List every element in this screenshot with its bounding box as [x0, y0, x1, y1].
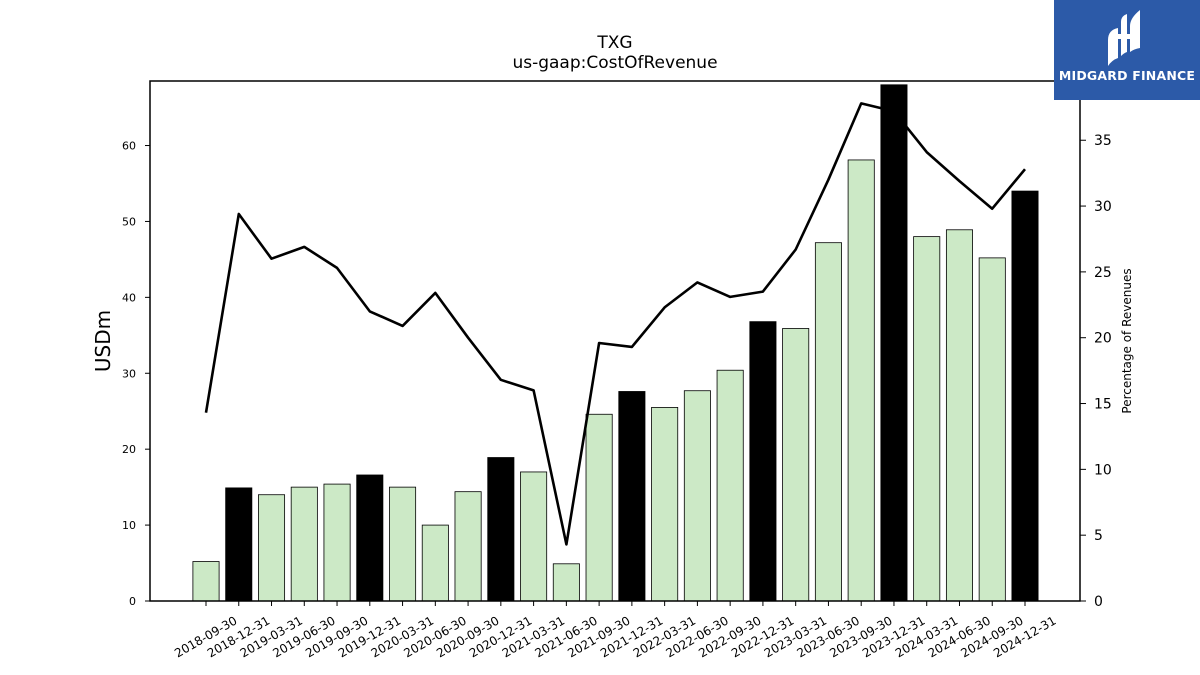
bar-2021-06-30	[552, 563, 580, 602]
bar-2022-09-30	[716, 369, 744, 602]
bar-2023-09-30	[847, 159, 875, 602]
bars-group	[192, 84, 1039, 602]
bar-2020-09-30	[454, 491, 482, 602]
y2-tick-label: 15	[1094, 397, 1112, 413]
y-tick-label: 0	[129, 595, 136, 608]
bar-2019-03-31	[258, 494, 286, 602]
bar-2021-03-31	[520, 471, 548, 602]
bar-2019-09-30	[323, 483, 351, 602]
bar-2021-12-31	[618, 391, 646, 602]
y-tick-label: 20	[122, 443, 136, 456]
y-tick-label: 50	[122, 215, 136, 228]
bar-2019-12-31	[356, 474, 384, 602]
bar-2018-12-31	[225, 487, 253, 602]
brand-logo: MIDGARD FINANCE	[1054, 0, 1200, 100]
y2-tick-label: 20	[1094, 331, 1112, 347]
y-axis-left: 0 10 20 30 40 50 60	[122, 140, 150, 608]
bar-2024-12-31	[1011, 190, 1039, 602]
bar-2024-06-30	[945, 229, 973, 602]
bar-2022-12-31	[749, 321, 777, 602]
y2-axis-label: Percentage of Revenues	[1120, 268, 1134, 413]
bar-2022-03-31	[651, 407, 679, 602]
bar-2020-06-30	[421, 524, 449, 602]
bar-2023-12-31	[880, 84, 908, 602]
x-axis: 2018-09-302018-12-312019-03-312019-06-30…	[172, 601, 1059, 660]
logo-text: MIDGARD FINANCE	[1058, 68, 1196, 83]
bar-2023-03-31	[782, 328, 810, 602]
y2-tick-label: 35	[1094, 133, 1112, 149]
bar-2020-12-31	[487, 457, 515, 602]
plot-frame	[149, 80, 1081, 602]
chart-subtitle: us-gaap:CostOfRevenue	[512, 53, 717, 73]
y2-tick-label: 10	[1094, 462, 1112, 478]
y2-tick-label: 25	[1094, 265, 1112, 281]
y-tick-label: 10	[122, 519, 136, 532]
y2-tick-label: 5	[1094, 528, 1103, 544]
logo-mark-icon	[1108, 10, 1140, 66]
y2-tick-label: 0	[1094, 594, 1103, 610]
bar-2024-03-31	[913, 236, 941, 602]
bar-2020-03-31	[389, 486, 417, 602]
y2-tick-label: 30	[1094, 199, 1112, 215]
y-axis-right: 0 5 10 15 20 25 30 35	[1080, 133, 1112, 610]
bar-2023-06-30	[814, 242, 842, 602]
line-group	[204, 102, 1027, 546]
y-axis-label: USDm	[91, 310, 115, 372]
y-tick-label: 60	[122, 140, 136, 153]
bar-2024-09-30	[978, 257, 1006, 602]
bar-2018-09-30	[192, 561, 220, 602]
y-tick-label: 30	[122, 367, 136, 380]
y-tick-label: 40	[122, 291, 136, 304]
bar-2022-06-30	[683, 390, 711, 602]
line-series	[204, 102, 1027, 546]
chart-title: TXG	[596, 33, 632, 53]
bar-2021-09-30	[585, 413, 613, 602]
bar-2019-06-30	[290, 486, 318, 602]
